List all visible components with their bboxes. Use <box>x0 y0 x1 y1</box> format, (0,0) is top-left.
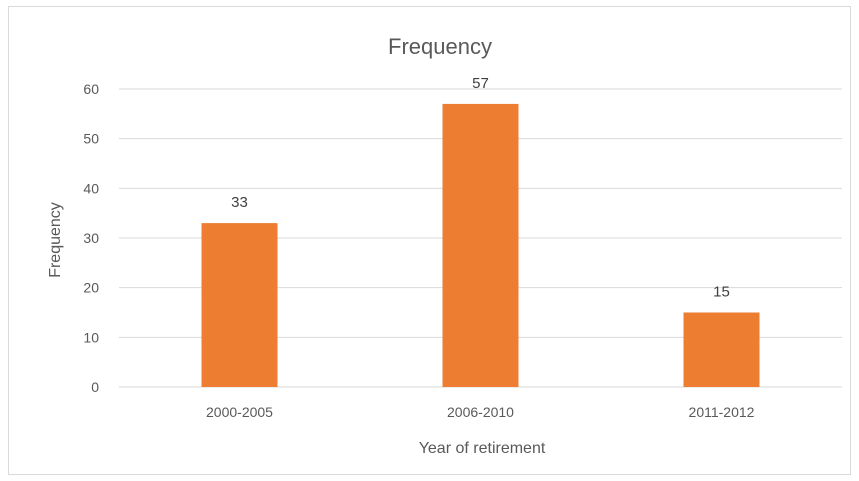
bar <box>683 312 760 387</box>
y-tick-label: 10 <box>83 329 99 345</box>
x-tick-label: 2011-2012 <box>689 404 755 420</box>
x-tick-label: 2006-2010 <box>447 404 514 420</box>
bar-data-label: 33 <box>231 194 248 211</box>
bar-data-label: 57 <box>472 75 489 92</box>
y-tick-label: 60 <box>83 81 99 97</box>
y-axis-ticks: 0 10 20 30 40 50 60 <box>83 81 99 395</box>
data-labels: 33 57 15 <box>231 75 730 301</box>
bars <box>201 103 760 388</box>
y-tick-label: 50 <box>83 131 99 147</box>
y-tick-label: 0 <box>91 379 99 395</box>
chart-svg: Frequency Frequency Year of retirement 0… <box>47 34 842 457</box>
x-tick-label: 2000-2005 <box>206 404 273 420</box>
bar-data-label: 15 <box>713 284 730 301</box>
y-tick-label: 20 <box>83 280 99 296</box>
y-tick-label: 40 <box>83 180 99 196</box>
y-axis-title: Frequency <box>47 202 64 278</box>
chart-title: Frequency <box>388 34 492 59</box>
bar <box>442 103 519 388</box>
chart-frame: Frequency Frequency Year of retirement 0… <box>8 6 851 475</box>
y-tick-label: 30 <box>83 230 99 246</box>
x-axis-title: Year of retirement <box>419 440 546 457</box>
x-axis-ticks: 2000-2005 2006-2010 2011-2012 <box>206 404 755 420</box>
bar <box>201 223 278 387</box>
